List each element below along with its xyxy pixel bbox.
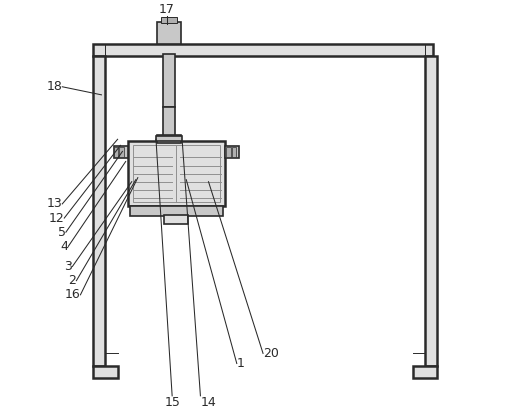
Bar: [163, 54, 176, 107]
Text: 1: 1: [237, 357, 244, 370]
Bar: [412, 365, 437, 378]
Text: 20: 20: [263, 347, 279, 360]
Bar: [157, 135, 181, 143]
Text: 17: 17: [159, 3, 175, 16]
Bar: [225, 146, 239, 158]
Text: 18: 18: [47, 80, 62, 93]
Bar: [128, 141, 225, 206]
Bar: [93, 44, 433, 56]
Bar: [114, 147, 119, 157]
Bar: [232, 147, 236, 157]
Text: 4: 4: [61, 240, 68, 253]
Bar: [156, 136, 182, 141]
Bar: [119, 147, 124, 157]
Text: 2: 2: [68, 274, 76, 287]
Text: 15: 15: [164, 396, 180, 409]
Bar: [133, 145, 220, 202]
Bar: [130, 206, 223, 216]
Bar: [93, 365, 118, 378]
Bar: [161, 17, 177, 23]
Bar: [113, 146, 128, 158]
Text: 13: 13: [47, 197, 62, 210]
Bar: [163, 107, 176, 137]
Text: 16: 16: [65, 288, 80, 301]
Bar: [425, 56, 437, 365]
Bar: [164, 215, 189, 224]
Text: 12: 12: [49, 212, 64, 224]
Text: 3: 3: [64, 260, 73, 273]
Bar: [157, 22, 181, 44]
Text: 5: 5: [58, 226, 66, 239]
Bar: [226, 147, 231, 157]
Bar: [93, 56, 106, 365]
Text: 14: 14: [200, 396, 216, 409]
